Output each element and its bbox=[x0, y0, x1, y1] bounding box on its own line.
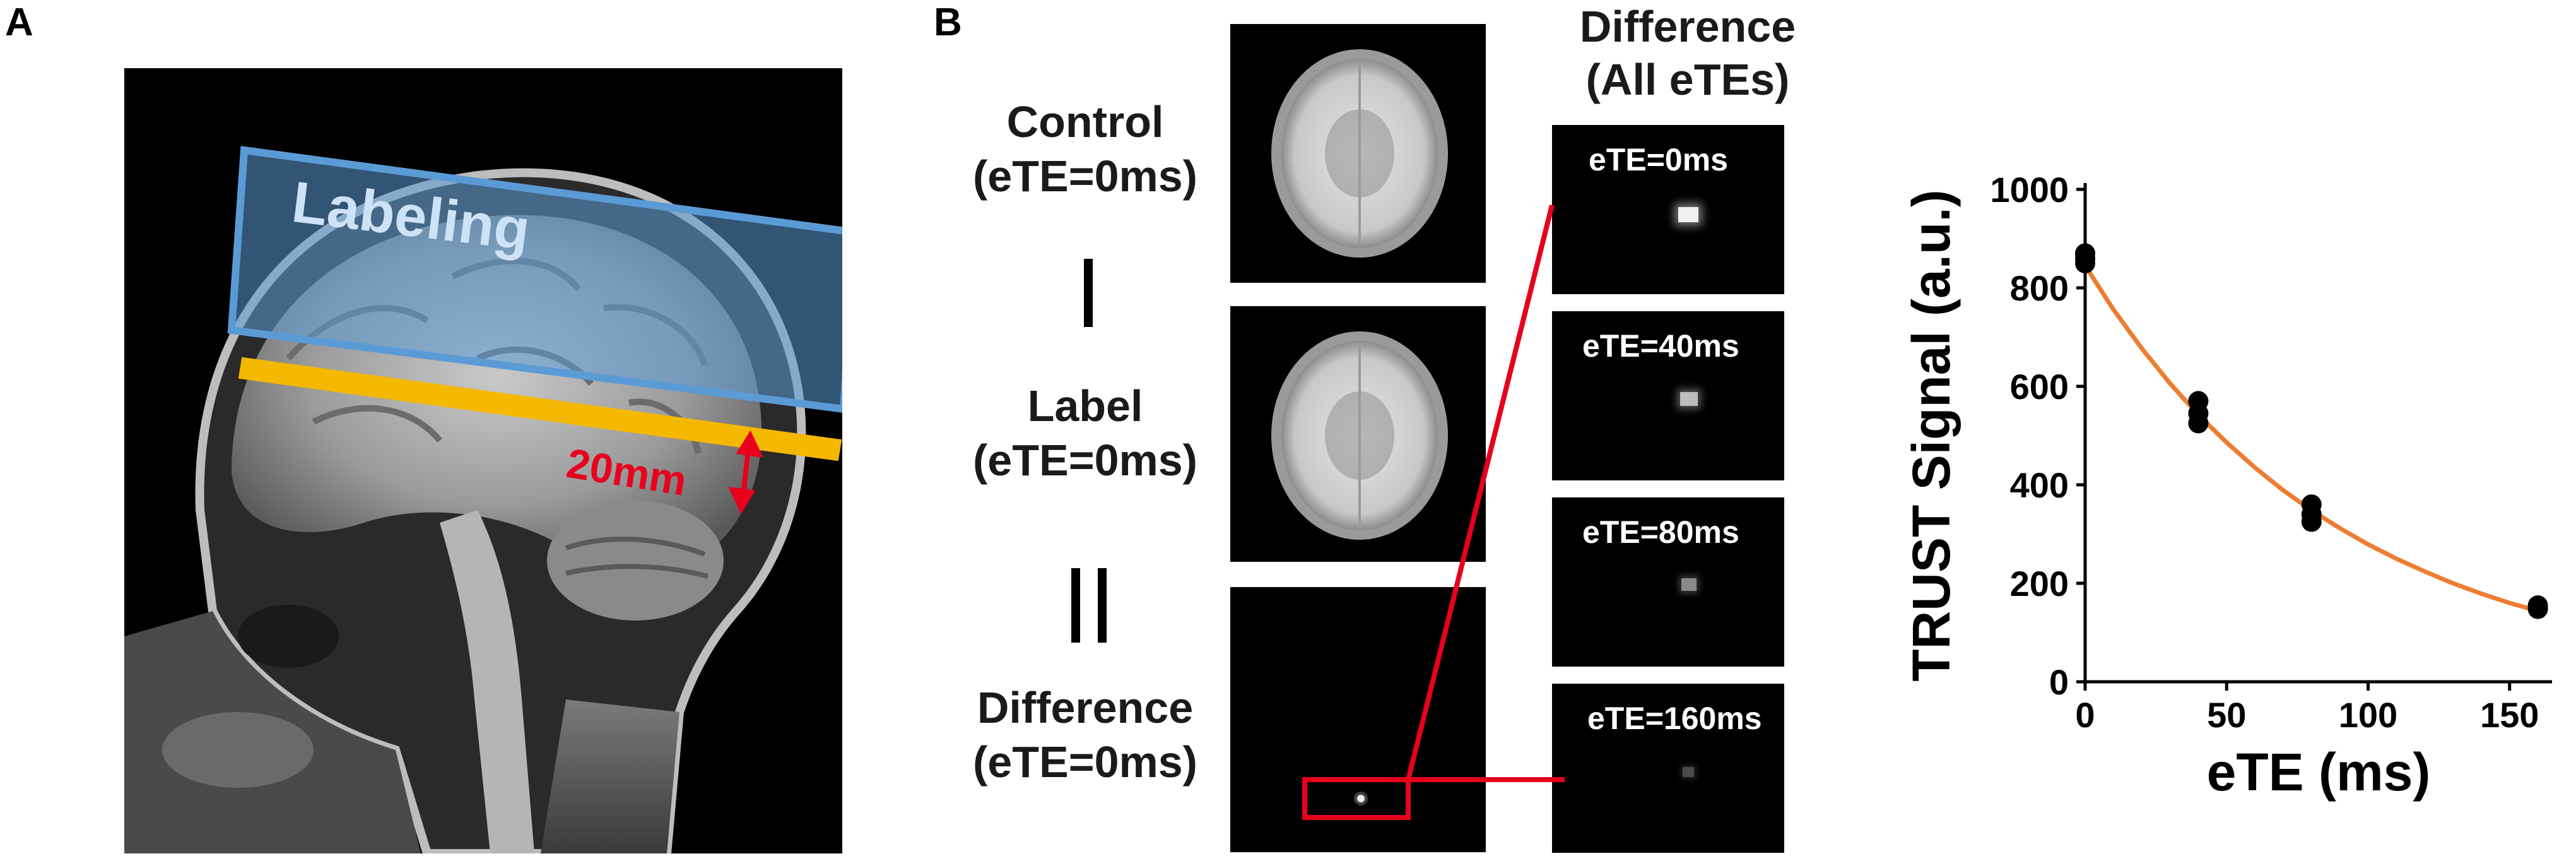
ete-160-label: eTE=160ms bbox=[1587, 701, 1762, 736]
data-point bbox=[2301, 511, 2322, 532]
ete-40-signal bbox=[1680, 392, 1698, 406]
y-tick-label: 0 bbox=[2049, 662, 2069, 702]
row-label-difference: Difference (eTE=0ms) bbox=[973, 683, 1197, 787]
y-tick-label: 600 bbox=[2010, 367, 2069, 407]
x-tick-label: 100 bbox=[2339, 695, 2397, 735]
control-axial-brain bbox=[1271, 49, 1448, 258]
minus-operator bbox=[1084, 259, 1093, 327]
data-point bbox=[2527, 598, 2548, 619]
ete-40-label: eTE=40ms bbox=[1582, 328, 1739, 364]
label-image bbox=[1230, 306, 1486, 562]
labeling-box bbox=[227, 146, 842, 413]
ete-80-label: eTE=80ms bbox=[1582, 514, 1739, 550]
ete-80-signal bbox=[1681, 578, 1697, 591]
ete-0-signal bbox=[1678, 207, 1698, 222]
imaging-slab bbox=[238, 357, 842, 461]
x-tick-label: 150 bbox=[2480, 695, 2539, 735]
panel-b-label: B bbox=[934, 1, 962, 44]
panel-a-label: A bbox=[5, 1, 33, 44]
distance-arrow bbox=[728, 430, 763, 514]
difference-ete-0-image: eTE=0ms bbox=[1552, 125, 1784, 294]
difference-ete-80-image: eTE=80ms bbox=[1552, 497, 1784, 667]
x-tick-label: 0 bbox=[2075, 695, 2095, 735]
sagittal-mri-image bbox=[124, 68, 842, 853]
ete-0-label: eTE=0ms bbox=[1589, 142, 1728, 177]
difference-ete-160-image: eTE=160ms bbox=[1552, 684, 1784, 853]
difference-axial bbox=[1354, 792, 1368, 805]
equals-operator-right bbox=[1098, 568, 1107, 643]
equals-operator-left bbox=[1071, 568, 1080, 643]
trust-signal-chart: 0 200 400 600 800 1000 0 50 100 150 eTE (ms) TRUST … bbox=[1902, 170, 2552, 802]
y-tick-label: 1000 bbox=[1990, 170, 2069, 210]
labeling-slab-overlay bbox=[227, 146, 842, 514]
y-axis-title: TRUST Signal (a.u.) bbox=[1902, 189, 1961, 681]
zoom-line-upper bbox=[1406, 205, 1555, 780]
ete-160-signal bbox=[1683, 767, 1694, 777]
row-label-label: Label (eTE=0ms) bbox=[973, 381, 1197, 485]
y-tick-label: 800 bbox=[2010, 268, 2069, 308]
zoom-box bbox=[1302, 777, 1411, 820]
difference-ete-40-image: eTE=40ms bbox=[1552, 311, 1784, 480]
data-point bbox=[2075, 253, 2095, 273]
y-tick-label: 200 bbox=[2010, 564, 2069, 603]
label-axial-brain bbox=[1271, 331, 1448, 540]
control-image bbox=[1230, 24, 1486, 283]
x-axis-title: eTE (ms) bbox=[2207, 742, 2431, 802]
x-tick-label: 50 bbox=[2207, 695, 2246, 735]
fit-curve bbox=[2083, 265, 2539, 614]
data-point bbox=[2188, 413, 2209, 434]
y-tick-label: 400 bbox=[2010, 465, 2069, 505]
difference-all-etes-header: Difference (All eTEs) bbox=[1579, 2, 1796, 104]
row-label-control: Control (eTE=0ms) bbox=[973, 97, 1197, 201]
